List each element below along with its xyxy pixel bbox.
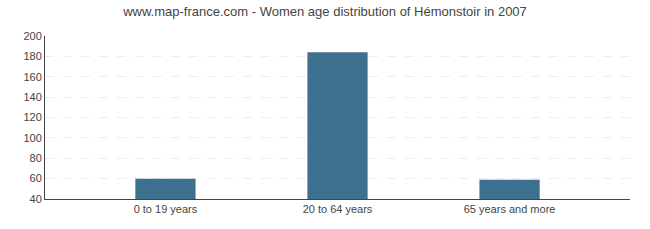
svg-text:60: 60 xyxy=(30,172,42,184)
svg-text:www.map-france.com - Women age: www.map-france.com - Women age distribut… xyxy=(122,4,527,19)
svg-text:65 years and more: 65 years and more xyxy=(464,203,556,215)
svg-text:40: 40 xyxy=(30,193,42,205)
svg-text:180: 180 xyxy=(23,50,41,62)
svg-text:20 to 64 years: 20 to 64 years xyxy=(303,203,373,215)
svg-text:120: 120 xyxy=(23,111,41,123)
svg-text:160: 160 xyxy=(23,71,41,83)
svg-text:0 to 19 years: 0 to 19 years xyxy=(134,203,198,215)
svg-text:80: 80 xyxy=(30,152,42,164)
svg-text:100: 100 xyxy=(23,132,41,144)
svg-text:140: 140 xyxy=(23,91,41,103)
svg-text:200: 200 xyxy=(23,30,41,42)
